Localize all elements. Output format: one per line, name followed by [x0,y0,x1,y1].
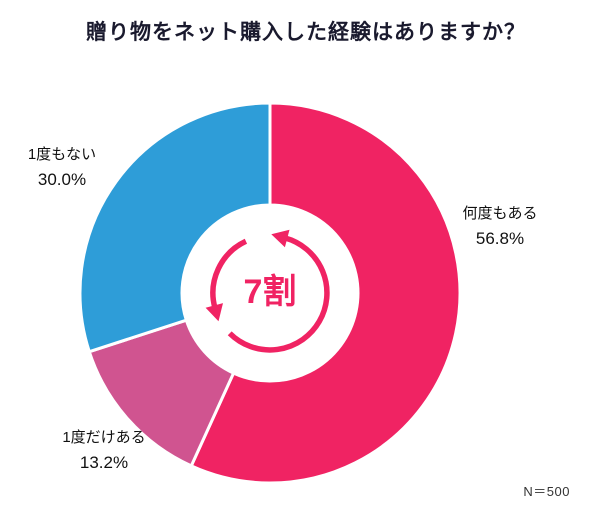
slice-category-label: 1度もない [27,146,97,163]
center-annotation: 7割 [243,273,297,311]
slice-label-never: 1度もない 30.0% [8,143,116,190]
slice-category-label: 何度もある [462,205,538,222]
pie-slice-0 [189,101,462,485]
cycle-arrow-icon [205,229,330,353]
pie-slice-2 [78,101,272,354]
chart-title: 贈り物をネット購入した経験はありますか？ [86,21,526,44]
donut-slices [78,101,462,485]
slice-label-only-once: 1度だけある 13.2% [48,426,160,473]
slice-value-label: 56.8% [475,229,525,248]
slice-value-label: 30.0% [37,170,87,189]
sample-size-note: N＝500 [523,484,570,499]
slice-label-many-times: 何度もある 56.8% [448,202,552,249]
slice-category-label: 1度だけある [62,429,146,446]
slice-value-label: 13.2% [79,453,129,472]
